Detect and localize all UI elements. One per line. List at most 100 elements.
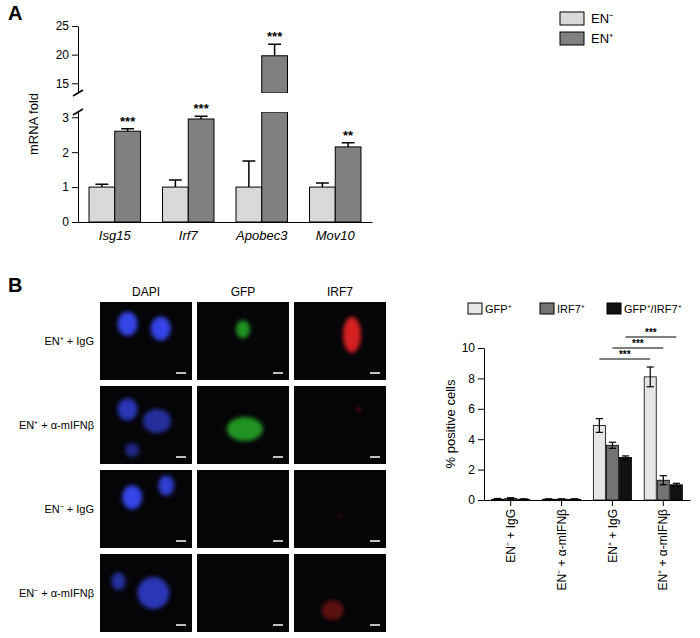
scale-bar	[176, 624, 186, 626]
scale-bar	[273, 540, 283, 542]
bar	[236, 187, 262, 222]
image-background	[197, 554, 289, 632]
error-cap	[647, 366, 654, 367]
bar	[556, 499, 568, 500]
cell	[356, 407, 360, 411]
tick-mark	[612, 500, 613, 506]
tick: 25	[56, 19, 78, 33]
image-background	[197, 386, 289, 464]
error-bar	[274, 44, 276, 55]
error-bar	[612, 442, 613, 448]
error-cap	[520, 499, 527, 500]
legend-label: EN⁺	[591, 31, 613, 46]
micrograph	[294, 302, 386, 380]
tick-label: 10	[462, 341, 476, 355]
tick-mark	[72, 117, 78, 118]
tick-mark	[72, 222, 78, 223]
tick-label: 3	[62, 111, 69, 125]
scale-bar	[370, 372, 380, 374]
panel-label: A	[8, 2, 22, 24]
legend: GFP⁺IRF7⁺GFP⁺/IRF7⁺	[468, 303, 682, 315]
tick-mark	[478, 439, 484, 440]
error-cap	[95, 184, 108, 186]
error-cap	[507, 497, 514, 498]
error-cap	[571, 498, 578, 499]
cell	[111, 572, 125, 590]
significance: ***	[194, 101, 210, 116]
tick: 10	[462, 341, 484, 355]
tick-mark	[478, 500, 484, 501]
error-cap	[558, 498, 565, 499]
tick-label: 4	[468, 433, 475, 447]
micrograph	[100, 470, 192, 548]
row-label: EN⁻ + IgG	[44, 503, 94, 515]
axis-line	[79, 222, 373, 223]
legend-label: EN⁻	[591, 11, 613, 26]
axis-line	[78, 27, 79, 94]
image-background	[100, 386, 192, 464]
cell	[158, 476, 174, 496]
tick-label: 20	[56, 48, 70, 62]
cell	[122, 485, 142, 509]
cell	[151, 317, 171, 341]
bar	[670, 485, 682, 500]
tick-mark	[72, 187, 78, 188]
cell	[143, 409, 171, 433]
category-label: EN⁻ + α-mIFNβ	[555, 509, 569, 591]
tick-label: 2	[62, 145, 69, 159]
tick: 2	[468, 463, 484, 477]
tick-label: 8	[468, 372, 475, 386]
legend-swatch	[468, 303, 482, 314]
error-cap	[609, 448, 616, 449]
axis-title: % positive cells	[443, 379, 458, 468]
tick-mark	[72, 26, 78, 27]
tick: 0	[62, 215, 78, 229]
plot-area	[89, 44, 361, 222]
tick: EN⁺ + IgG	[606, 500, 620, 563]
row-label: EN⁺ + α-mIFNβ	[19, 419, 94, 431]
tick: 8	[468, 372, 484, 386]
error-cap	[242, 160, 255, 162]
axis: 0123	[62, 111, 78, 230]
image-background	[294, 386, 386, 464]
micrograph	[294, 554, 386, 632]
category-label: Isg15	[99, 228, 132, 243]
error-bar	[599, 419, 600, 433]
axis-line	[485, 500, 691, 501]
scale-bar	[273, 624, 283, 626]
tick-mark	[72, 83, 78, 84]
tick-label: 0	[468, 493, 475, 507]
bar	[492, 499, 504, 500]
error-cap	[545, 499, 552, 500]
tick: Apobec3	[235, 222, 288, 243]
tick: Irf7	[179, 222, 199, 243]
tick: EN⁻ + IgG	[504, 500, 518, 563]
scale-bar	[176, 456, 186, 458]
scale-bar	[176, 540, 186, 542]
image-background	[100, 302, 192, 380]
image-background	[100, 554, 192, 632]
tick-label: 2	[468, 463, 475, 477]
plot-area	[492, 367, 683, 500]
axis: 0246810	[462, 341, 485, 507]
column-label: GFP	[231, 285, 256, 299]
legend-label: GFP⁺/IRF7⁺	[624, 303, 682, 315]
cell	[118, 312, 138, 336]
bar	[593, 426, 605, 500]
error-cap	[622, 458, 629, 459]
error-bar	[248, 161, 250, 187]
scale-bar	[370, 624, 380, 626]
bar	[115, 131, 141, 222]
error-cap	[596, 418, 603, 419]
micrograph	[100, 302, 192, 380]
tick-mark	[478, 409, 484, 410]
tick: 2	[62, 145, 78, 159]
row-label: EN⁺ + IgG	[44, 335, 94, 347]
column-label: DAPI	[132, 285, 160, 299]
bar	[89, 187, 115, 222]
tick: 15	[56, 77, 78, 91]
category-label: Mov10	[316, 228, 356, 243]
significance: **	[343, 128, 354, 143]
category-label: EN⁺ + α-mIFNβ	[656, 509, 670, 591]
error-cap	[494, 499, 501, 500]
